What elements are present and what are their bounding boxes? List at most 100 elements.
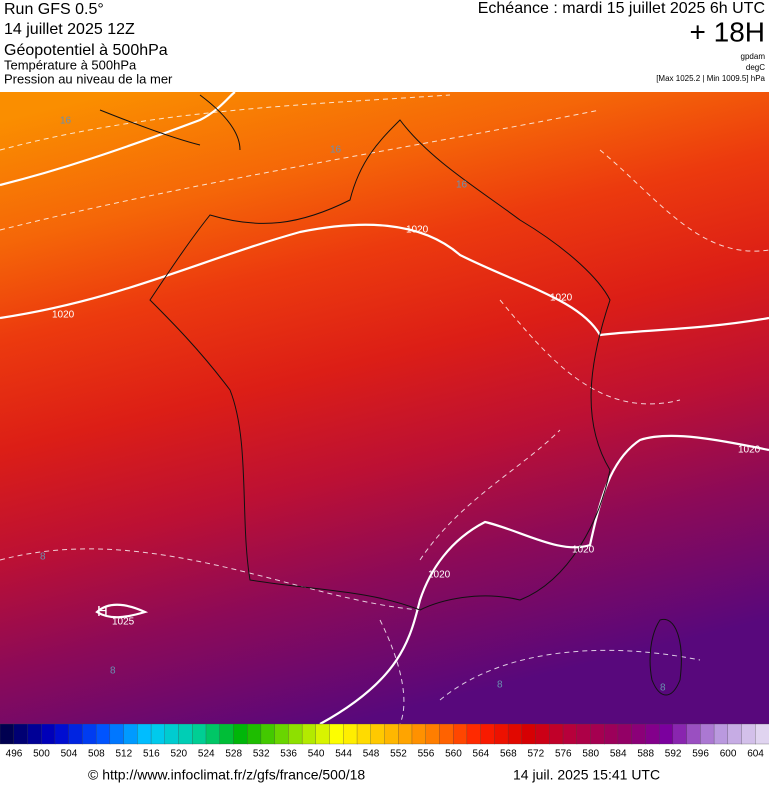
colorbar-swatch [0,723,15,745]
colorbar-swatch [617,723,633,745]
colorbar-swatch [27,723,42,745]
colorbar-label: 516 [143,749,160,760]
colorbar-swatch [95,723,111,745]
colorbar-label: 564 [473,749,490,760]
colorbar-label: 536 [280,749,297,760]
run-date: 14 juillet 2025 12Z [4,21,135,38]
map: 16 16 16 1020 1020 1020 1020 1020 1020 8… [0,91,769,725]
colorbar-swatch [219,723,235,745]
unit: gpdam [741,52,766,61]
colorbar-swatch [604,723,619,745]
colorbar-swatch [672,723,688,745]
colorbar-swatch [658,723,674,745]
contour-label: 8 [40,552,46,563]
colorbar-swatch [439,723,454,745]
colorbar-swatch [480,723,496,745]
colorbar-label: 572 [527,749,544,760]
colorbar-swatch [247,723,262,745]
contour-label: 16 [60,116,72,127]
contour-label: 8 [660,683,666,694]
colorbar-label: 528 [225,749,242,760]
colorbar-swatch [192,723,207,745]
high-marker: H [97,603,108,620]
colorbar-label: 584 [610,749,627,760]
colorbar-swatch [356,723,372,745]
colorbar-swatch [398,723,413,745]
colorbar-swatch [384,723,399,745]
colorbar-swatch [370,723,386,745]
contour-label: 1025 [112,617,135,628]
map-background [0,92,769,724]
colorbar-swatch [549,723,564,745]
colorbar-label: 504 [61,749,78,760]
contour-label: 8 [110,666,116,677]
colorbar-label: 524 [198,749,215,760]
colorbar-swatch [301,723,317,745]
colorbar-swatch [686,723,701,745]
colorbar-swatch [329,723,344,745]
colorbar-label: 600 [720,749,737,760]
colorbar-swatch [274,723,290,745]
colorbar-label: 596 [692,749,709,760]
contour-label: 8 [497,680,503,691]
colorbar-swatch [82,723,97,745]
contour-label: 16 [456,180,468,191]
colorbar-label: 552 [390,749,407,760]
colorbar-label: 560 [445,749,462,760]
colorbar-swatch [137,723,152,745]
colorbar-swatch [150,723,166,745]
colorbar-swatch [453,723,468,745]
contour-label: 1020 [406,225,429,236]
timestamp: 14 juil. 2025 15:41 UTC [513,767,660,783]
contour-label: 1020 [738,445,761,456]
lead-time: + 18H [690,16,766,47]
colorbar-swatch [521,723,537,745]
contour-label: 1020 [428,570,451,581]
colorbar-label: 548 [363,749,380,760]
colorbar-label: 580 [582,749,599,760]
colorbar-swatch [727,723,743,745]
unit: degC [746,63,765,72]
contour-label: 16 [330,145,342,156]
colorbar-swatch [164,723,180,745]
valid-time: Echéance : mardi 15 juillet 2025 6h UTC [478,0,765,17]
colorbar-swatch [54,723,70,745]
colorbar-swatch [466,723,482,745]
run: Run GFS 0.5° [4,1,104,18]
colorbar-label: 604 [747,749,764,760]
temperature-contours [0,94,769,725]
isobars [0,91,769,725]
colorbar-swatch [562,723,578,745]
colorbar-swatch [425,723,441,745]
colorbar-swatch [411,723,427,745]
colorbar-swatch [315,723,331,745]
colorbar-swatch [343,723,358,745]
colorbar-label: 588 [637,749,654,760]
colorbar-swatch [123,723,138,745]
colorbar-swatch [68,723,84,745]
colorbar-swatch [535,723,550,745]
colorbar-swatch [576,723,592,745]
coastline [99,94,682,696]
colorbar-swatch [13,723,29,745]
colorbar-swatch [507,723,523,745]
colorbar-swatch [233,723,248,745]
colorbar-label: 508 [88,749,105,760]
colorbar-label: 512 [116,749,133,760]
colorbar: 496 500 504 508 512 516 520 524 528 532 536 540 544 5… [0,723,769,760]
colorbar-label: 556 [418,749,435,760]
colorbar-swatch [755,723,769,745]
field: Pression au niveau de la mer [4,71,173,86]
colorbar-swatch [645,723,660,745]
colorbar-label: 576 [555,749,572,760]
colorbar-swatch [590,723,605,745]
colorbar-swatch [41,723,56,745]
contour-label: 1020 [550,293,573,304]
colorbar-swatch [109,723,125,745]
colorbar-label: 532 [253,749,270,760]
colorbar-label: 540 [308,749,325,760]
source-url: © http://www.infoclimat.fr/z/gfs/france/… [88,767,365,783]
colorbar-label: 592 [665,749,682,760]
colorbar-label: 544 [335,749,352,760]
colorbar-label: 500 [33,749,50,760]
